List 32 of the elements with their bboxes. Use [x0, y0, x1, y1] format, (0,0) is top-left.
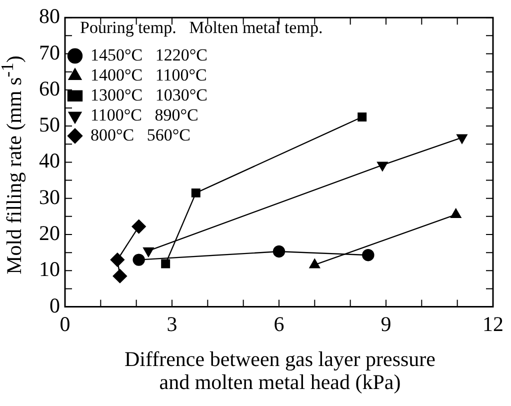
x-tick-label: 6 — [274, 312, 284, 336]
y-tick-label: 20 — [39, 221, 60, 246]
legend-label: 800°C 560°C — [90, 125, 191, 144]
legend-label: 1300°C 1030°C — [90, 85, 208, 104]
point — [143, 247, 154, 257]
y-tick-label: 30 — [39, 184, 60, 209]
point — [191, 188, 200, 198]
point — [161, 259, 170, 268]
point — [456, 134, 468, 144]
y-tick-label: 0 — [50, 293, 60, 318]
point — [377, 162, 388, 172]
y-tick-label: 70 — [39, 40, 60, 64]
point — [110, 252, 125, 267]
y-tick-label: 60 — [39, 76, 60, 100]
point — [112, 268, 128, 284]
x-axis-title: Diffrence between gas layer pressure and molten metal head (kPa) — [124, 347, 436, 394]
legend-label: 1450°C 1220°C — [90, 45, 208, 64]
y-tick-label: 10 — [39, 257, 60, 282]
point — [358, 112, 367, 122]
point — [272, 245, 286, 258]
legend-label: 1400°C 1100°C — [90, 65, 207, 84]
point — [132, 219, 146, 234]
x-tick-label: 3 — [166, 312, 178, 336]
x-tick-label: 9 — [380, 312, 392, 336]
y-tick-label: 50 — [39, 112, 60, 137]
point — [362, 249, 374, 262]
y-tick-label: 40 — [39, 148, 60, 173]
point — [132, 254, 145, 266]
legend-label: 1100°C 890°C — [90, 105, 198, 124]
legend-title: Pouring temp. Molten metal temp. — [80, 18, 323, 38]
x-tick-label: 12 — [482, 312, 504, 336]
y-tick-label: 80 — [39, 4, 60, 28]
